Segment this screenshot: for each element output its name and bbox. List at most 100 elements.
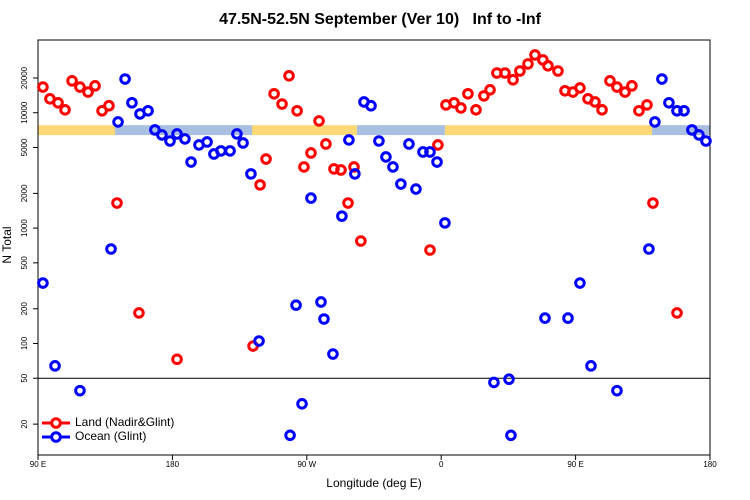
point (315, 296, 327, 308)
point (171, 353, 183, 366)
point (290, 299, 302, 311)
point (318, 313, 330, 325)
point (349, 168, 361, 180)
point (343, 134, 355, 146)
band-segment (652, 125, 710, 136)
point (604, 75, 616, 87)
x-tick-label: 90 W (297, 460, 316, 469)
point (585, 360, 597, 372)
point (574, 82, 586, 94)
point (432, 139, 444, 151)
legend-label: Ocean (Glint) (75, 429, 146, 443)
y-tick-label: 500 (20, 256, 29, 270)
point (663, 96, 675, 109)
point (470, 104, 482, 116)
point (298, 161, 310, 173)
plot-frame (37, 39, 711, 456)
point (589, 96, 601, 108)
point (611, 81, 623, 93)
point (260, 153, 272, 165)
point (276, 98, 288, 110)
point (224, 145, 236, 157)
x-tick-label: 0 (439, 460, 444, 469)
point (562, 312, 574, 324)
point (336, 210, 348, 222)
point (348, 161, 360, 173)
band-segment (356, 125, 445, 136)
point (611, 384, 623, 397)
point (671, 307, 683, 319)
point (74, 384, 86, 397)
point (156, 129, 168, 141)
point (647, 197, 659, 209)
point (529, 49, 541, 61)
point (185, 156, 197, 168)
point (305, 192, 317, 204)
point (74, 81, 86, 93)
point (424, 244, 436, 256)
y-tick-label: 100 (20, 336, 29, 350)
y-tick-label: 20 (20, 419, 29, 428)
point (66, 75, 78, 87)
point (626, 80, 638, 92)
point (164, 135, 176, 147)
point (410, 183, 422, 195)
chart-title: 47.5N-52.5N September (Ver 10) Inf to -I… (219, 11, 542, 28)
point (693, 129, 705, 141)
point (671, 104, 683, 117)
point (619, 86, 631, 98)
point (335, 164, 347, 176)
x-tick-label: 90 E (30, 460, 46, 469)
point (268, 87, 280, 100)
point (539, 312, 551, 324)
point (503, 373, 515, 386)
point (355, 235, 367, 247)
point (431, 156, 443, 168)
band-segment (115, 125, 252, 136)
y-tick-label: 5000 (20, 138, 29, 156)
point (387, 161, 399, 173)
point (574, 277, 586, 289)
band-segment (251, 125, 357, 136)
point (105, 243, 117, 255)
point (596, 104, 608, 116)
point (82, 86, 94, 98)
point (507, 73, 519, 86)
point (488, 376, 500, 389)
point (395, 178, 407, 190)
point (254, 179, 266, 191)
point (542, 60, 554, 72)
legend-marker (50, 431, 62, 443)
point (643, 243, 655, 255)
x-tick-label: 180 (703, 460, 717, 469)
point (478, 90, 490, 102)
point (552, 65, 564, 77)
point (37, 81, 49, 93)
point (201, 136, 213, 148)
point (417, 146, 429, 158)
point (342, 197, 354, 209)
point (305, 147, 317, 159)
point (439, 217, 451, 229)
point (283, 69, 295, 82)
point (111, 197, 123, 209)
point (320, 138, 332, 150)
point (103, 99, 115, 112)
point (462, 87, 474, 100)
point (403, 138, 415, 150)
point (215, 145, 227, 157)
point (231, 128, 243, 140)
point (49, 360, 61, 372)
point (112, 116, 124, 128)
legend-marker (50, 417, 62, 429)
point (514, 65, 526, 77)
point (641, 99, 653, 111)
point (119, 73, 131, 85)
band-segment (38, 125, 116, 136)
point (142, 104, 154, 117)
point (179, 133, 191, 145)
point (505, 429, 517, 442)
y-tick-label: 1000 (20, 219, 29, 237)
point (37, 277, 49, 289)
